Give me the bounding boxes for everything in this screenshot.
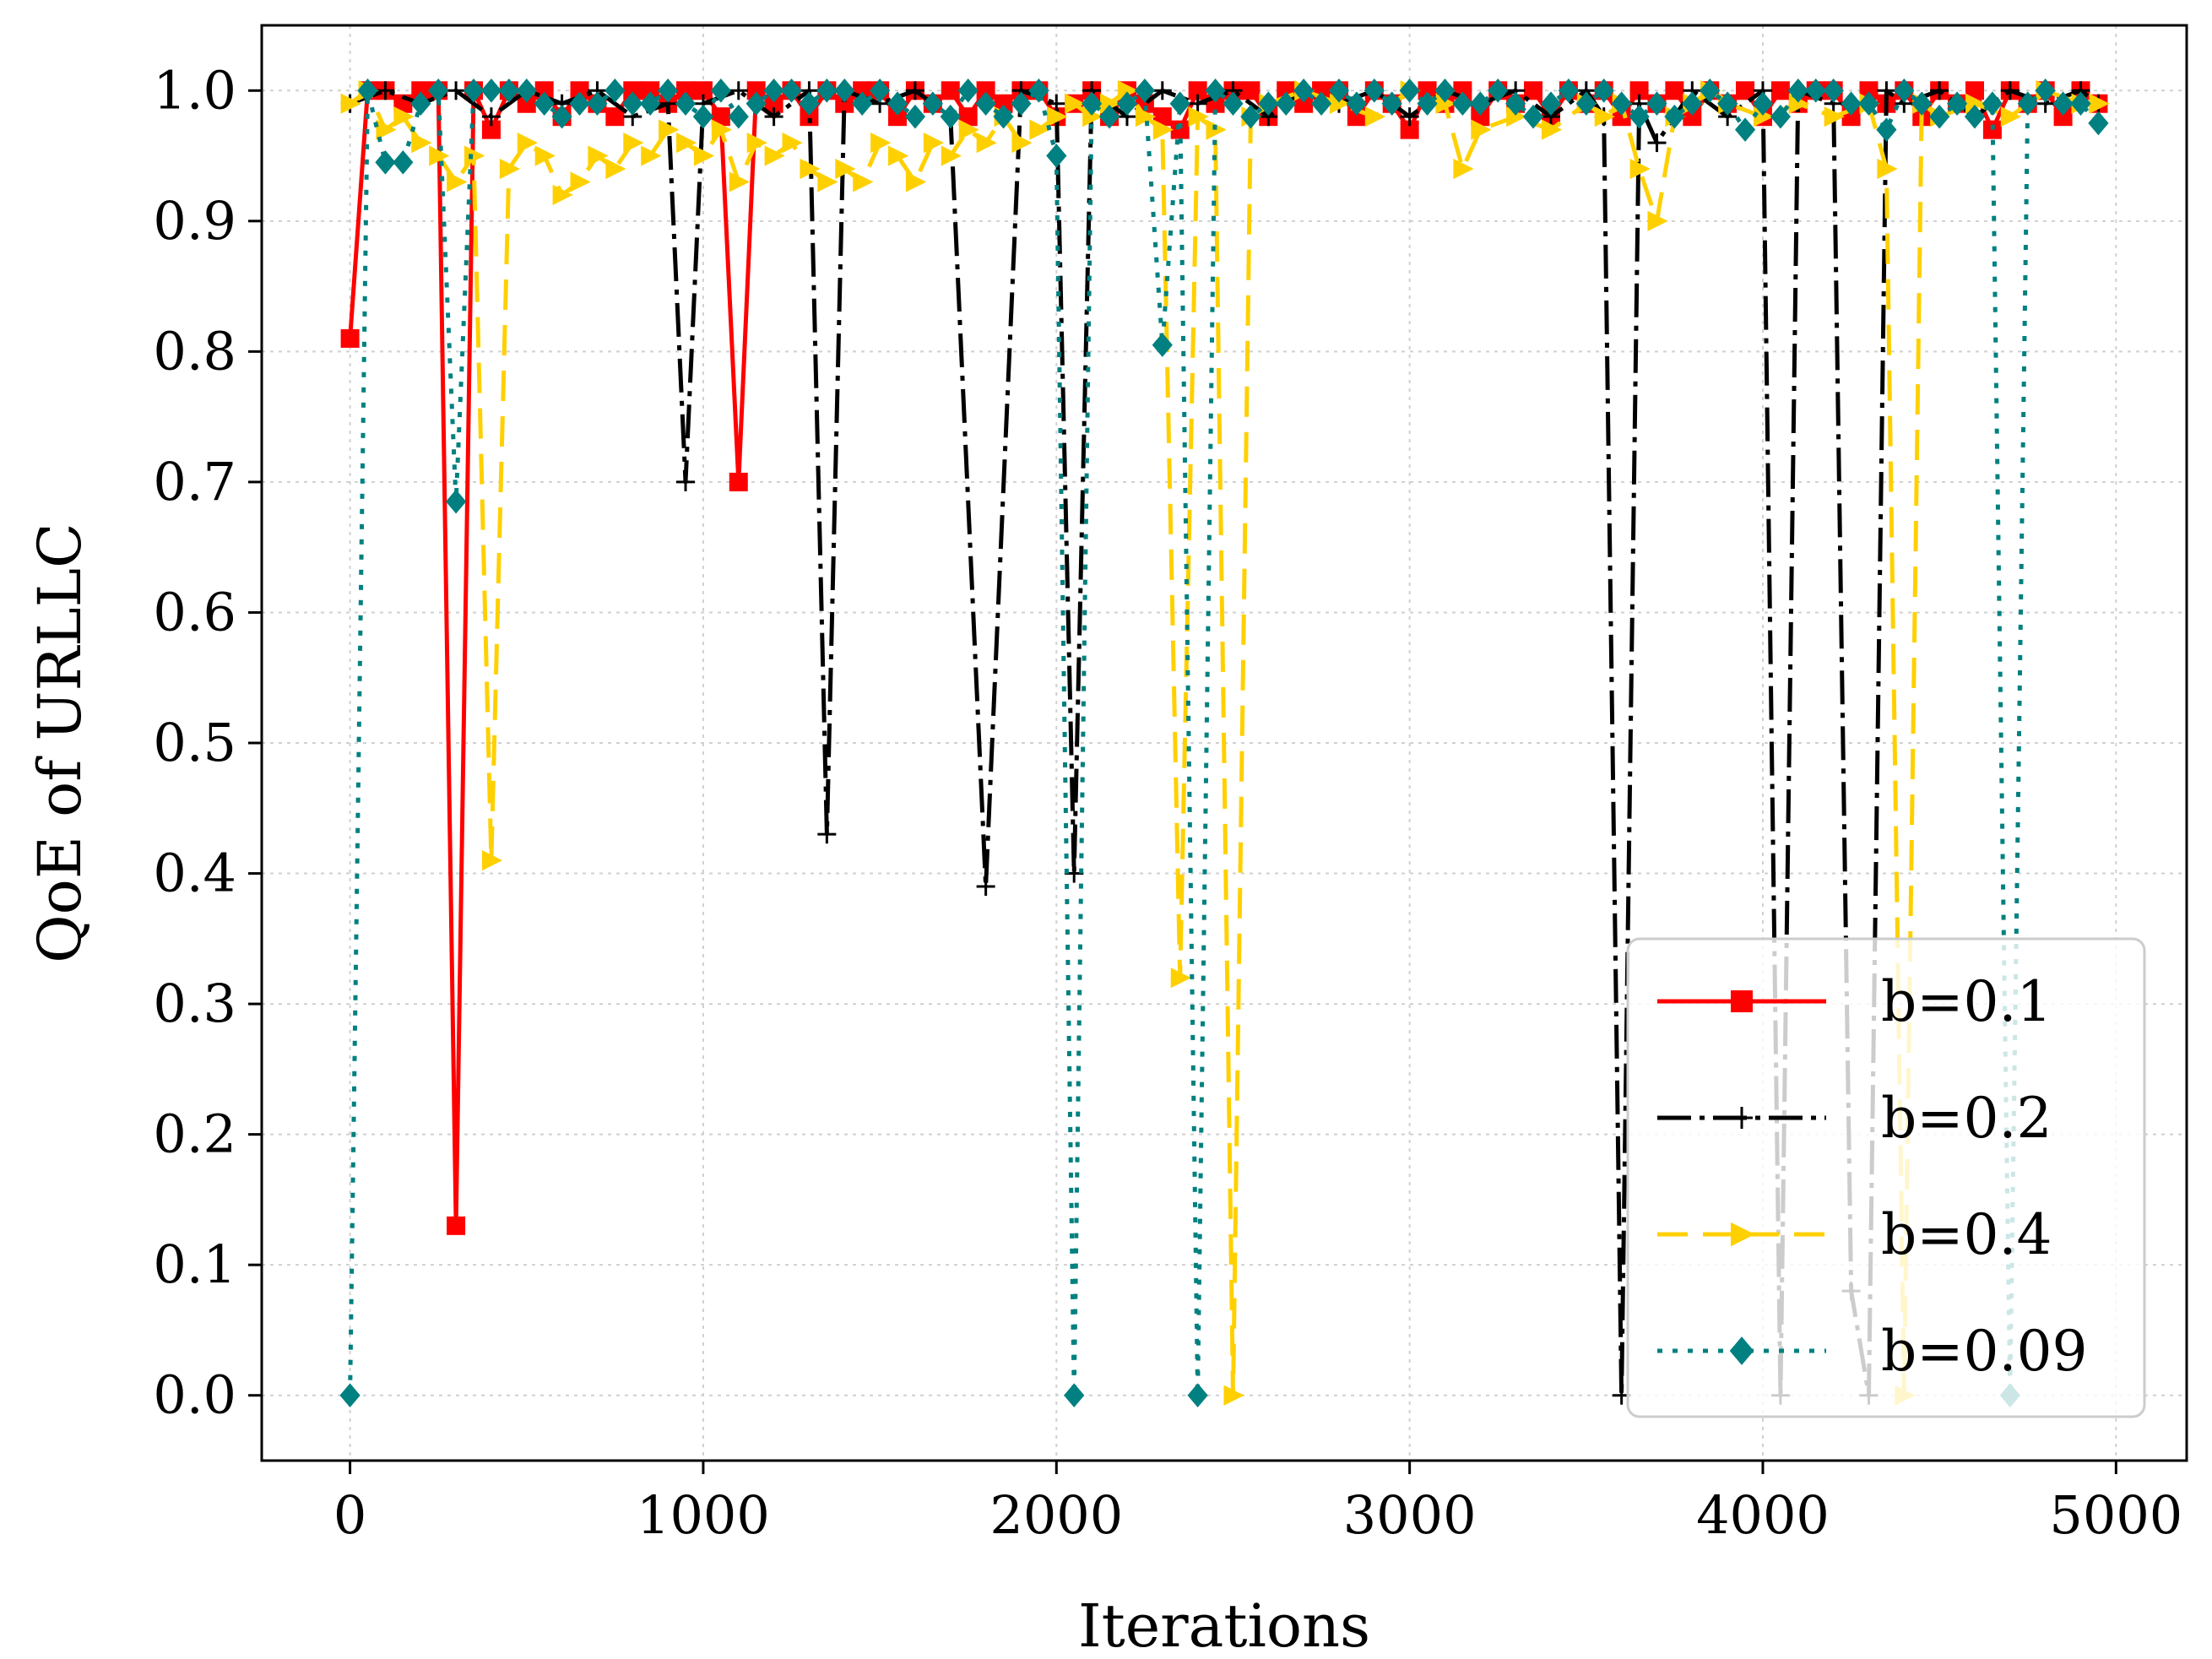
legend-label: b=0.1 [1881,969,2052,1034]
legend-marker [1731,990,1753,1012]
y-tick-label: 0.0 [153,1364,236,1426]
data-point [447,1217,465,1235]
y-tick-label: 0.6 [153,581,236,642]
x-tick-label: 5000 [2049,1484,2182,1546]
legend-label: b=0.4 [1881,1202,2052,1267]
y-tick-label: 0.1 [153,1233,236,1295]
data-point [1241,81,1260,100]
x-tick-label: 1000 [637,1484,770,1546]
data-point [341,329,360,348]
x-tick-label: 2000 [989,1484,1123,1546]
y-tick-label: 0.8 [153,320,236,382]
x-tick-label: 0 [333,1484,366,1546]
x-tick-label: 4000 [1696,1484,1830,1546]
y-tick-label: 0.7 [153,451,236,512]
legend-label: b=0.09 [1881,1319,2088,1384]
data-point [729,473,748,491]
data-point [1771,81,1790,100]
x-axis-label: Iterations [1078,1591,1370,1659]
y-tick-label: 0.2 [153,1103,236,1165]
x-tick-label: 3000 [1343,1484,1477,1546]
y-tick-label: 0.5 [153,712,236,773]
y-axis-label: QoE of URLLC [25,523,95,962]
y-tick-label: 1.0 [153,59,236,121]
qoe-line-chart: 0 1000 2000 3000 4000 5000 0.0 0.1 0.2 0.3 0.4 0.5 0… [0,0,2212,1659]
y-tick-label: 0.4 [153,843,236,904]
data-point [1665,81,1683,100]
legend: b=0.1 b=0.2 b=0.4 b=0.09 [1628,939,2144,1417]
data-point [941,81,960,100]
y-tick-label: 0.3 [153,973,236,1034]
legend-label: b=0.2 [1881,1086,2052,1151]
data-point [1171,121,1190,139]
y-tick-label: 0.9 [153,190,236,252]
